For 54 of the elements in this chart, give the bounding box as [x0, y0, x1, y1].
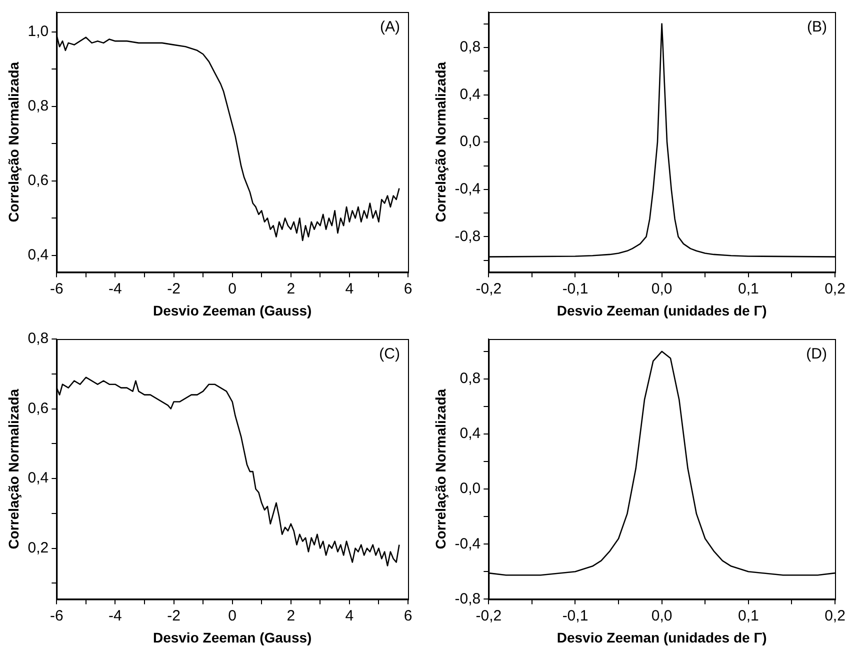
y-tick-label: 0,6: [28, 172, 49, 190]
x-tick-label: 0: [228, 280, 236, 298]
y-tick-label: 0,8: [28, 97, 49, 114]
x-tick-label: -2: [167, 280, 180, 298]
x-tick-label: -0,2: [476, 280, 502, 298]
y-tick-label: 0,8: [28, 330, 49, 348]
x-tick-label: 6: [404, 607, 412, 624]
y-axis-title: Correlação Normalizada: [432, 388, 448, 550]
y-tick-label: -0,4: [454, 535, 481, 552]
x-axis-title: Desvio Zeeman (Gauss): [152, 629, 312, 646]
y-tick-label: 0,8: [460, 38, 481, 56]
x-tick-label: -4: [108, 280, 122, 298]
x-tick-label: 4: [345, 280, 354, 298]
y-tick-label: -0,4: [454, 180, 481, 198]
y-tick-label: 0,0: [460, 480, 481, 498]
annotation: (A): [380, 18, 400, 36]
x-tick-label: 0,0: [651, 607, 672, 624]
x-tick-label: 2: [286, 607, 296, 624]
y-axis-title: Correlação Normalizada: [5, 62, 22, 222]
y-axis-title: Correlação Normalizada: [5, 388, 22, 550]
annotation: (B): [807, 18, 827, 36]
y-tick-label: 0,2: [28, 539, 49, 556]
annotation: (D): [806, 346, 827, 363]
y-tick-label: 0,4: [28, 246, 49, 264]
x-tick-label: 0,0: [651, 280, 672, 298]
x-tick-label: -4: [108, 607, 122, 624]
y-axis-title: Correlação Normalizada: [432, 62, 448, 222]
annotation: (C): [379, 346, 400, 363]
x-axis-title: Desvio Zeeman (unidades de Γ): [556, 629, 767, 646]
x-axis-title: Desvio Zeeman (Gauss): [152, 302, 312, 318]
x-tick-label: 4: [345, 607, 354, 624]
x-tick-label: -2: [167, 607, 180, 624]
y-tick-label: -0,8: [454, 228, 481, 245]
x-tick-label: -0,2: [476, 607, 502, 624]
x-tick-label: -0,1: [562, 607, 588, 624]
y-tick-label: 0,0: [460, 133, 481, 150]
x-tick-label: -0,1: [562, 280, 588, 298]
y-tick-label: 0,8: [460, 370, 481, 388]
x-tick-label: -6: [50, 280, 64, 298]
x-tick-label: 2: [286, 280, 296, 298]
y-tick-label: -0,8: [454, 590, 481, 608]
x-axis-title: Desvio Zeeman (unidades de Γ): [556, 302, 767, 318]
y-tick-label: 0,4: [28, 470, 49, 487]
x-tick-label: 0,2: [824, 607, 846, 624]
x-tick-label: 0,2: [824, 280, 846, 298]
x-tick-label: 0,1: [738, 607, 759, 624]
y-tick-label: 0,6: [28, 400, 49, 417]
y-tick-label: 0,4: [460, 86, 481, 103]
x-tick-label: 0,1: [738, 280, 759, 298]
x-tick-label: -6: [50, 607, 64, 624]
x-tick-label: 6: [404, 280, 412, 298]
y-tick-label: 0,4: [460, 425, 481, 442]
x-tick-label: 0: [228, 607, 236, 624]
y-tick-label: 1,0: [28, 22, 49, 40]
